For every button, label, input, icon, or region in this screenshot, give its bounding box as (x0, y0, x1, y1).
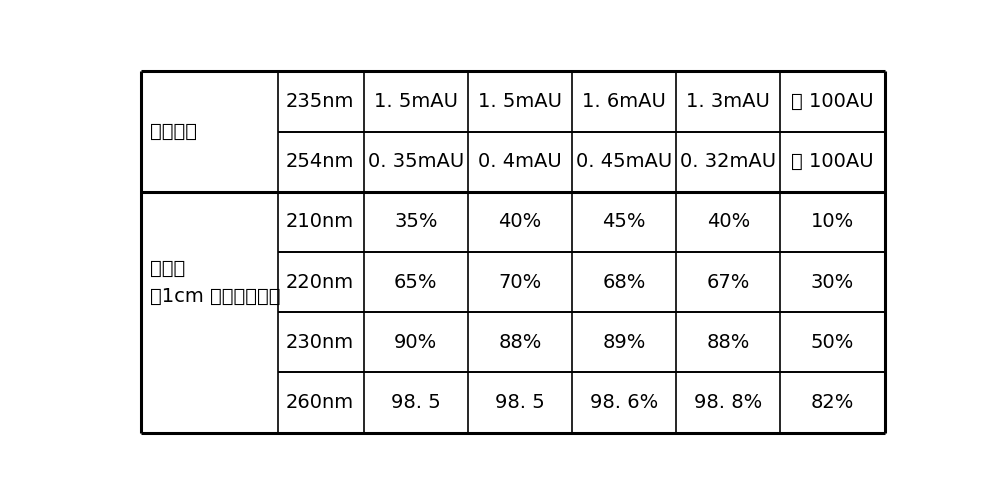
Text: 90%: 90% (394, 333, 437, 352)
Text: 88%: 88% (707, 333, 750, 352)
Text: 50%: 50% (811, 333, 854, 352)
Text: 》 100AU: 》 100AU (791, 92, 874, 111)
Text: 》 100AU: 》 100AU (791, 152, 874, 171)
Text: 30%: 30% (811, 272, 854, 291)
Text: 40%: 40% (498, 213, 542, 232)
Text: 40%: 40% (707, 213, 750, 232)
Text: 260nm: 260nm (286, 393, 354, 412)
Text: 35%: 35% (394, 213, 438, 232)
Text: 68%: 68% (602, 272, 646, 291)
Text: 98. 5: 98. 5 (391, 393, 441, 412)
Text: 1. 5mAU: 1. 5mAU (374, 92, 458, 111)
Text: 0. 35mAU: 0. 35mAU (368, 152, 464, 171)
Text: 1. 5mAU: 1. 5mAU (478, 92, 562, 111)
Text: 10%: 10% (811, 213, 854, 232)
Text: 65%: 65% (394, 272, 438, 291)
Text: 88%: 88% (498, 333, 542, 352)
Text: 67%: 67% (707, 272, 750, 291)
Text: 梯度洗脱: 梯度洗脱 (150, 122, 197, 141)
Text: 210nm: 210nm (286, 213, 354, 232)
Text: 1. 3mAU: 1. 3mAU (686, 92, 770, 111)
Text: 82%: 82% (811, 393, 854, 412)
Text: 98. 5: 98. 5 (495, 393, 545, 412)
Text: 235nm: 235nm (286, 92, 354, 111)
Text: 254nm: 254nm (286, 152, 354, 171)
Text: 45%: 45% (602, 213, 646, 232)
Text: 透过率
（1cm 石英吸收池）: 透过率 （1cm 石英吸收池） (150, 258, 280, 305)
Text: 230nm: 230nm (286, 333, 354, 352)
Text: 98. 8%: 98. 8% (694, 393, 762, 412)
Text: 0. 4mAU: 0. 4mAU (478, 152, 562, 171)
Text: 220nm: 220nm (286, 272, 354, 291)
Text: 98. 6%: 98. 6% (590, 393, 658, 412)
Text: 1. 6mAU: 1. 6mAU (582, 92, 666, 111)
Text: 0. 45mAU: 0. 45mAU (576, 152, 672, 171)
Text: 89%: 89% (602, 333, 646, 352)
Text: 70%: 70% (498, 272, 542, 291)
Text: 0. 32mAU: 0. 32mAU (680, 152, 776, 171)
